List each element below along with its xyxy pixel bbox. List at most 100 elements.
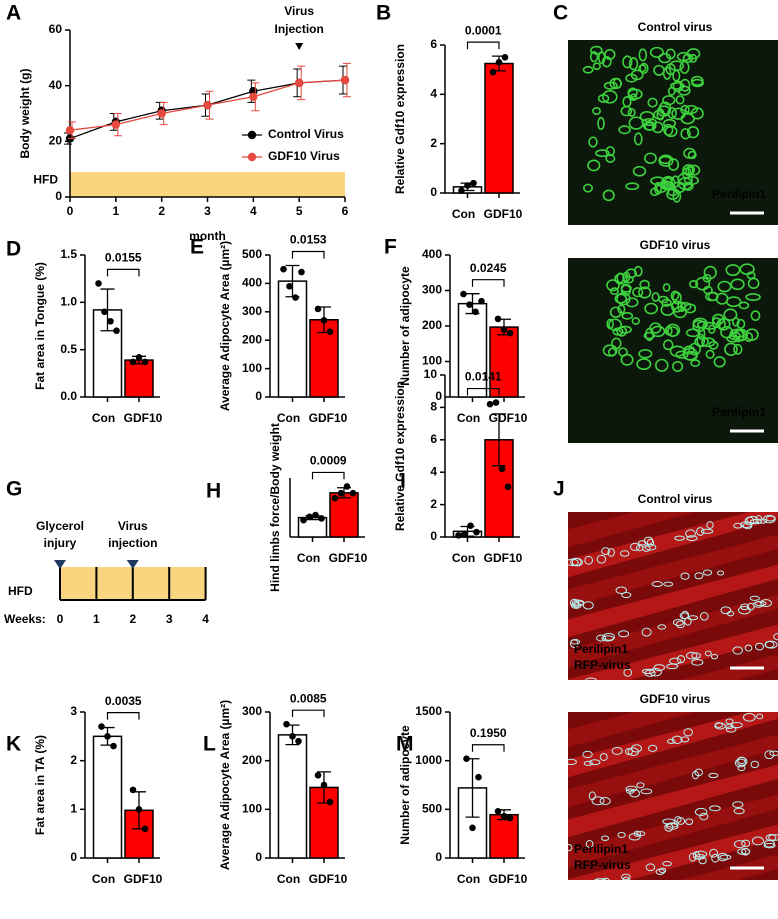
panel-letter: E <box>190 236 204 259</box>
data-point <box>489 68 497 76</box>
adipocyte <box>717 280 732 293</box>
muscle-fiber <box>680 854 778 880</box>
y-axis-label: Number of adipocyte <box>398 725 412 845</box>
data-point <box>203 100 212 110</box>
adipocyte <box>729 328 746 339</box>
significance-bracket <box>106 268 140 277</box>
data-point <box>506 329 514 337</box>
x-tick-label: 0 <box>67 204 74 218</box>
adipocyte <box>600 835 610 841</box>
panel-letter: L <box>203 733 216 756</box>
y-tick-label: 4 <box>430 464 437 478</box>
muscle-fiber <box>568 624 778 680</box>
data-point <box>314 771 322 779</box>
adipocyte <box>666 738 676 744</box>
adipocyte <box>639 279 650 290</box>
muscle-fiber <box>568 594 778 668</box>
adipocyte <box>763 839 776 848</box>
adipocyte <box>733 343 743 355</box>
adipocyte <box>662 283 671 293</box>
timeline-tick-label: 0 <box>57 612 64 626</box>
adipocyte <box>660 303 675 316</box>
x-tick-label: Con <box>457 872 480 886</box>
adipocyte <box>572 601 580 609</box>
data-point <box>104 733 111 740</box>
data-point <box>110 742 117 750</box>
panel-letter: K <box>6 733 21 756</box>
adipocyte <box>688 342 701 356</box>
legend-marker <box>247 152 257 162</box>
data-point <box>494 315 502 323</box>
adipocyte <box>690 75 704 86</box>
y-tick-label: 0 <box>70 850 77 864</box>
adipocyte <box>633 132 643 146</box>
data-point <box>101 308 108 316</box>
adipocyte <box>675 350 689 359</box>
adipocyte <box>602 344 618 357</box>
adipocyte <box>717 570 725 576</box>
adipocyte <box>596 554 607 564</box>
y-tick-label: 100 <box>422 354 442 368</box>
adipocyte <box>621 873 631 880</box>
adipocyte <box>720 326 734 339</box>
data-point <box>494 807 502 815</box>
data-point <box>467 522 474 529</box>
adipocyte <box>719 854 732 860</box>
adipocyte <box>617 831 626 838</box>
x-tick-label: Con <box>277 411 300 425</box>
adipocyte <box>675 95 685 105</box>
data-point <box>349 489 357 497</box>
adipocyte <box>739 263 755 275</box>
data-point <box>312 511 319 519</box>
y-tick-label: 500 <box>422 802 442 816</box>
event-marker <box>54 560 66 569</box>
x-tick-label: GDF10 <box>124 872 163 886</box>
p-value: 0.0155 <box>105 251 142 265</box>
significance-bracket <box>471 744 505 752</box>
adipocyte <box>666 188 680 200</box>
adipocyte <box>685 818 694 826</box>
adipocyte <box>674 816 682 823</box>
adipocyte <box>716 317 731 331</box>
x-axis-label: month <box>189 229 226 243</box>
adipocyte <box>618 325 632 334</box>
adipocyte <box>630 542 640 551</box>
adipocyte <box>683 728 694 737</box>
y-tick-label: 1.0 <box>60 295 77 309</box>
adipocyte <box>736 756 748 766</box>
y-tick-label: 6 <box>430 432 437 446</box>
data-point <box>98 723 105 730</box>
adipocyte <box>633 265 643 277</box>
adipocyte <box>732 801 744 809</box>
event-label: Virus <box>118 519 148 533</box>
adipocyte <box>662 66 672 80</box>
panel-letter: B <box>376 2 391 25</box>
adipocyte <box>660 181 676 191</box>
adipocyte <box>670 290 680 301</box>
y-tick-label: 6 <box>430 37 437 51</box>
muscle-fiber <box>568 712 778 778</box>
adipocyte <box>611 747 623 755</box>
y-tick-label: 2 <box>430 497 437 511</box>
y-axis-label: Relative Gdf10 expression <box>393 44 407 194</box>
data-point <box>464 182 471 189</box>
micrograph <box>568 258 778 443</box>
y-tick-label: 0 <box>255 850 262 864</box>
adipocyte <box>636 782 645 789</box>
y-tick-label: 0 <box>435 850 442 864</box>
p-value: 0.0085 <box>290 691 327 705</box>
y-tick-label: 40 <box>49 78 63 92</box>
adipocyte <box>597 882 605 889</box>
significance-bracket <box>471 279 505 287</box>
adipocyte <box>585 677 598 680</box>
adipocyte <box>764 750 775 760</box>
y-tick-label: 100 <box>242 361 262 375</box>
adipocyte <box>597 51 606 65</box>
adipocyte <box>587 883 596 888</box>
adipocyte <box>584 555 593 565</box>
significance-bracket <box>466 387 500 396</box>
adipocyte <box>747 277 760 290</box>
adipocyte <box>714 722 723 728</box>
adipocyte <box>658 154 674 167</box>
adipocyte <box>763 842 776 849</box>
